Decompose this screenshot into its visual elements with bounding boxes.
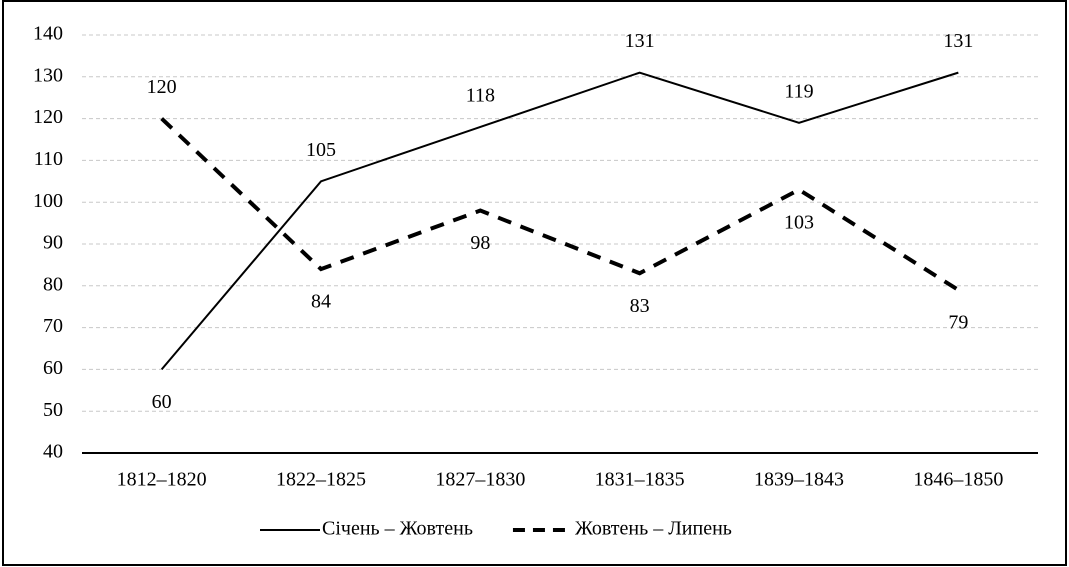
data-label: 120 xyxy=(147,76,177,98)
y-tick-label: 50 xyxy=(43,399,63,421)
data-label: 131 xyxy=(625,30,655,52)
data-label: 84 xyxy=(311,291,331,313)
data-label: 103 xyxy=(784,211,814,233)
x-tick-label: 1822–1825 xyxy=(276,469,366,491)
y-tick-label: 60 xyxy=(43,357,63,379)
x-tick-label: 1812–1820 xyxy=(117,469,207,491)
y-tick-label: 140 xyxy=(33,23,63,45)
y-tick-label: 80 xyxy=(43,273,63,295)
data-label: 79 xyxy=(948,312,968,334)
data-label: 83 xyxy=(630,295,650,317)
data-label: 131 xyxy=(943,30,973,52)
y-tick-label: 120 xyxy=(33,106,63,128)
data-label: 119 xyxy=(784,80,813,102)
y-tick-label: 90 xyxy=(43,232,63,254)
series-line xyxy=(160,117,960,292)
y-tick-label: 40 xyxy=(43,441,63,463)
x-tick-label: 1827–1830 xyxy=(435,469,525,491)
y-tick-label: 130 xyxy=(33,64,63,86)
legend-label: Січень – Жовтень xyxy=(322,518,473,540)
y-tick-label: 100 xyxy=(33,190,63,212)
legend-label: Жовтень – Липень xyxy=(575,518,732,540)
y-tick-label: 70 xyxy=(43,315,63,337)
x-tick-label: 1839–1843 xyxy=(754,469,844,491)
data-label: 60 xyxy=(152,391,172,413)
x-tick-label: 1831–1835 xyxy=(595,469,685,491)
data-label: 98 xyxy=(470,232,490,254)
y-tick-label: 110 xyxy=(34,148,63,170)
data-label: 105 xyxy=(306,139,336,161)
x-tick-label: 1846–1850 xyxy=(913,469,1003,491)
data-label: 118 xyxy=(466,85,495,107)
series-line xyxy=(160,71,959,371)
